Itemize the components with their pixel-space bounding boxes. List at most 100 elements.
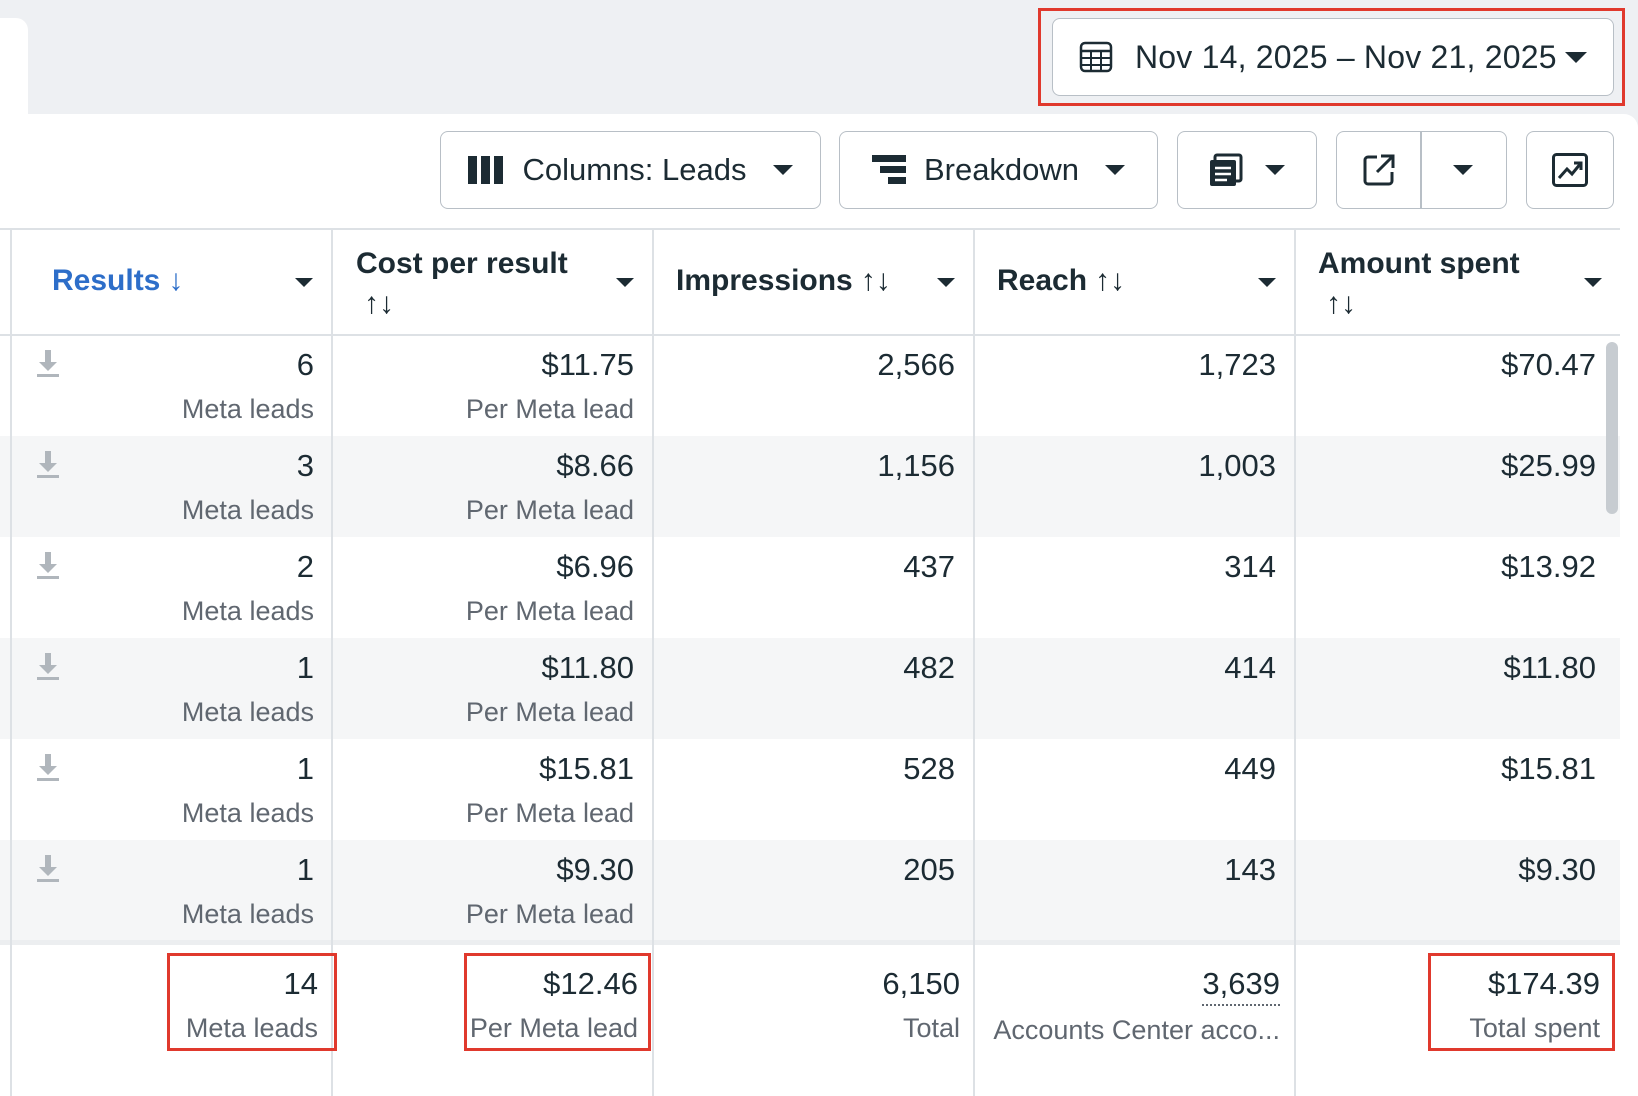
download-icon[interactable]: [36, 552, 60, 580]
header-impressions[interactable]: Impressions ↑↓: [676, 228, 973, 334]
results-unit: Meta leads: [181, 495, 314, 525]
impressions-value: 205: [903, 852, 955, 887]
breakdown-icon: [871, 155, 906, 184]
spent-value: $15.81: [1501, 751, 1596, 786]
chevron-down-icon: [937, 278, 955, 287]
download-icon[interactable]: [36, 653, 60, 681]
chevron-down-icon: [1265, 165, 1285, 175]
total-cost-unit: Per Meta lead: [469, 1013, 638, 1043]
spent-cell: $9.30: [1518, 850, 1596, 890]
total-spent-highlight: [1428, 953, 1615, 1051]
total-cost-value: $12.46: [543, 966, 638, 1001]
spent-cell: $11.80: [1503, 648, 1596, 688]
impressions-value: 528: [903, 751, 955, 786]
results-unit: Meta leads: [181, 596, 314, 626]
header-reach-label: Reach: [997, 264, 1088, 297]
column-border: [10, 228, 12, 1096]
export-icon: [1363, 154, 1395, 186]
header-bottom-border: [0, 334, 1620, 336]
cost-cell: $11.80 Per Meta lead: [466, 648, 634, 732]
download-icon[interactable]: [36, 451, 60, 479]
reach-cell: 314: [1224, 547, 1276, 587]
results-cell: 1 Meta leads: [182, 648, 314, 732]
header-reach[interactable]: Reach ↑↓: [997, 228, 1294, 334]
reach-value: 414: [1224, 650, 1276, 685]
sort-icon: ↑↓: [1326, 287, 1356, 320]
results-unit: Meta leads: [181, 899, 314, 929]
reach-cell: 143: [1224, 850, 1276, 890]
cost-unit: Per Meta lead: [465, 495, 634, 525]
chevron-down-icon: [295, 278, 313, 287]
reach-value: 1,003: [1198, 448, 1276, 483]
total-cost-highlight: [464, 953, 651, 1051]
breakdown-button[interactable]: Breakdown: [839, 131, 1158, 209]
total-results-cell: 14 Meta leads: [186, 964, 318, 1048]
date-range-picker[interactable]: Nov 14, 2025 – Nov 21, 2025: [1052, 18, 1614, 96]
total-impressions-cell: 6,150 Total: [882, 964, 960, 1048]
cost-cell: $15.81 Per Meta lead: [466, 749, 634, 833]
header-results-label: Results: [52, 264, 161, 297]
chevron-down-icon: [1258, 278, 1276, 287]
spent-value: $9.30: [1518, 852, 1596, 887]
sort-icon: ↑↓: [860, 264, 891, 297]
impressions-cell: 482: [903, 648, 955, 688]
chart-button[interactable]: [1526, 131, 1614, 209]
columns-button[interactable]: Columns: Leads: [440, 131, 821, 209]
cost-value: $8.66: [556, 448, 634, 483]
results-value: 1: [296, 650, 314, 685]
chevron-down-icon: [772, 165, 793, 175]
spent-cell: $13.92: [1501, 547, 1596, 587]
impressions-cell: 437: [903, 547, 955, 587]
results-cell: 1 Meta leads: [182, 749, 314, 833]
header-results[interactable]: Results ↓: [52, 228, 331, 334]
results-value: 3: [296, 448, 314, 483]
impressions-cell: 205: [903, 850, 955, 890]
reports-icon: [1210, 153, 1243, 186]
total-cost-cell: $12.46 Per Meta lead: [470, 964, 638, 1048]
impressions-cell: 2,566: [877, 345, 955, 385]
total-impressions-value: 6,150: [882, 966, 960, 1001]
results-cell: 3 Meta leads: [182, 446, 314, 530]
table-row: [0, 840, 1620, 941]
reach-value: 314: [1224, 549, 1276, 584]
reach-cell: 1,003: [1198, 446, 1276, 486]
total-results-value: 14: [283, 966, 318, 1001]
header-cost-per-result[interactable]: Cost per result ↑↓: [356, 228, 652, 334]
results-value: 1: [296, 852, 314, 887]
header-cost-label: Cost per result: [356, 247, 568, 280]
cost-value: $11.75: [541, 347, 634, 382]
download-icon[interactable]: [36, 350, 60, 378]
header-spent-label: Amount spent: [1318, 247, 1520, 280]
impressions-cell: 528: [903, 749, 955, 789]
column-border: [973, 228, 975, 1096]
header-amount-spent[interactable]: Amount spent ↑↓: [1318, 228, 1620, 334]
table-top-border: [0, 228, 1620, 230]
reach-value: 449: [1224, 751, 1276, 786]
column-border: [652, 228, 654, 1096]
cost-unit: Per Meta lead: [465, 394, 634, 424]
sort-icon: ↑↓: [1095, 264, 1126, 297]
column-border: [1294, 228, 1296, 1096]
export-button[interactable]: [1337, 132, 1421, 208]
split-divider: [1420, 132, 1422, 208]
total-spent-value: $174.39: [1487, 966, 1600, 1001]
chart-icon: [1552, 153, 1588, 187]
sort-desc-icon: ↓: [168, 264, 184, 297]
spent-value: $13.92: [1501, 549, 1596, 584]
scrollbar[interactable]: [1606, 342, 1618, 514]
total-impressions-unit: Total: [902, 1013, 960, 1043]
export-menu-button[interactable]: [1421, 132, 1505, 208]
results-unit: Meta leads: [181, 697, 314, 727]
results-cell: 2 Meta leads: [182, 547, 314, 631]
total-results-highlight: [167, 953, 337, 1051]
download-icon[interactable]: [36, 855, 60, 883]
total-reach-value[interactable]: 3,639: [1202, 964, 1280, 1006]
export-split-button: [1336, 131, 1507, 209]
cost-unit: Per Meta lead: [465, 899, 634, 929]
chevron-down-icon: [1105, 165, 1126, 175]
download-icon[interactable]: [36, 754, 60, 782]
reach-cell: 1,723: [1198, 345, 1276, 385]
cost-value: $11.80: [541, 650, 634, 685]
date-range-highlight: [1038, 8, 1625, 106]
reports-button[interactable]: [1177, 131, 1317, 209]
